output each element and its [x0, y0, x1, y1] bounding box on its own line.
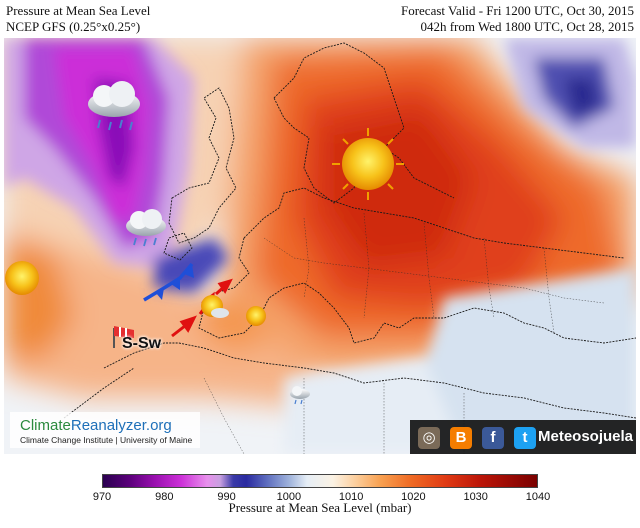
- facebook-icon[interactable]: f: [482, 427, 504, 449]
- sun-icon: [246, 306, 266, 326]
- rain-cloud-icon: [88, 81, 140, 131]
- sun-icon: [5, 261, 39, 295]
- colorbar-ticks: 970 980 990 1000 1010 1020 1030 1040: [93, 488, 550, 506]
- colorbar-tick: 1040: [525, 491, 551, 503]
- coastlines: [63, 42, 636, 419]
- brand-part-reanalyzer: Reanalyzer.org: [70, 417, 172, 434]
- colorbar-label: Pressure at Mean Sea Level (mbar): [228, 500, 412, 515]
- climate-reanalyzer-brand: ClimateReanalyzer.org: [20, 417, 172, 434]
- model-name: NCEP GFS (0.25°x0.25°): [6, 19, 141, 34]
- sun-icon: [332, 128, 404, 200]
- colorbar-tick: 970: [92, 491, 112, 503]
- map-title: Pressure at Mean Sea Level: [6, 3, 151, 18]
- climate-reanalyzer-subtitle: Climate Change Institute | University of…: [20, 435, 193, 445]
- colorbar-tick: 1020: [401, 491, 426, 503]
- sun-icon: [201, 295, 229, 318]
- colorbar-tick: 990: [217, 491, 236, 503]
- social-banner: ◎ B f t: [410, 420, 636, 454]
- rain-cloud-icon: [126, 209, 166, 247]
- colorbar-tick: 980: [155, 491, 174, 503]
- wind-direction-label: S-Sw: [122, 335, 162, 352]
- colorbar-tick: 1000: [276, 491, 302, 503]
- cold-front-icon: [143, 262, 194, 302]
- colorbar: [102, 474, 538, 488]
- forecast-lead-time: 042h from Wed 1800 UTC, Oct 28, 2015: [420, 19, 634, 34]
- meteosojuela-brand: Meteosojuela: [538, 428, 634, 445]
- brand-part-climate: Climate: [20, 417, 71, 434]
- forecast-valid-time: Forecast Valid - Fri 1200 UTC, Oct 30, 2…: [400, 3, 634, 18]
- rain-cloud-icon: [290, 386, 310, 405]
- instagram-icon[interactable]: ◎: [418, 427, 440, 449]
- colorbar-tick: 1010: [338, 491, 364, 503]
- windsock-icon: [113, 326, 134, 348]
- colorbar-legend: 970 980 990 1000 1010 1020 1030 1040: [93, 474, 550, 506]
- blogger-icon[interactable]: B: [450, 427, 472, 449]
- colorbar-tick: 1030: [463, 491, 488, 503]
- twitter-icon[interactable]: t: [514, 427, 536, 449]
- climate-reanalyzer-logo: [10, 412, 200, 448]
